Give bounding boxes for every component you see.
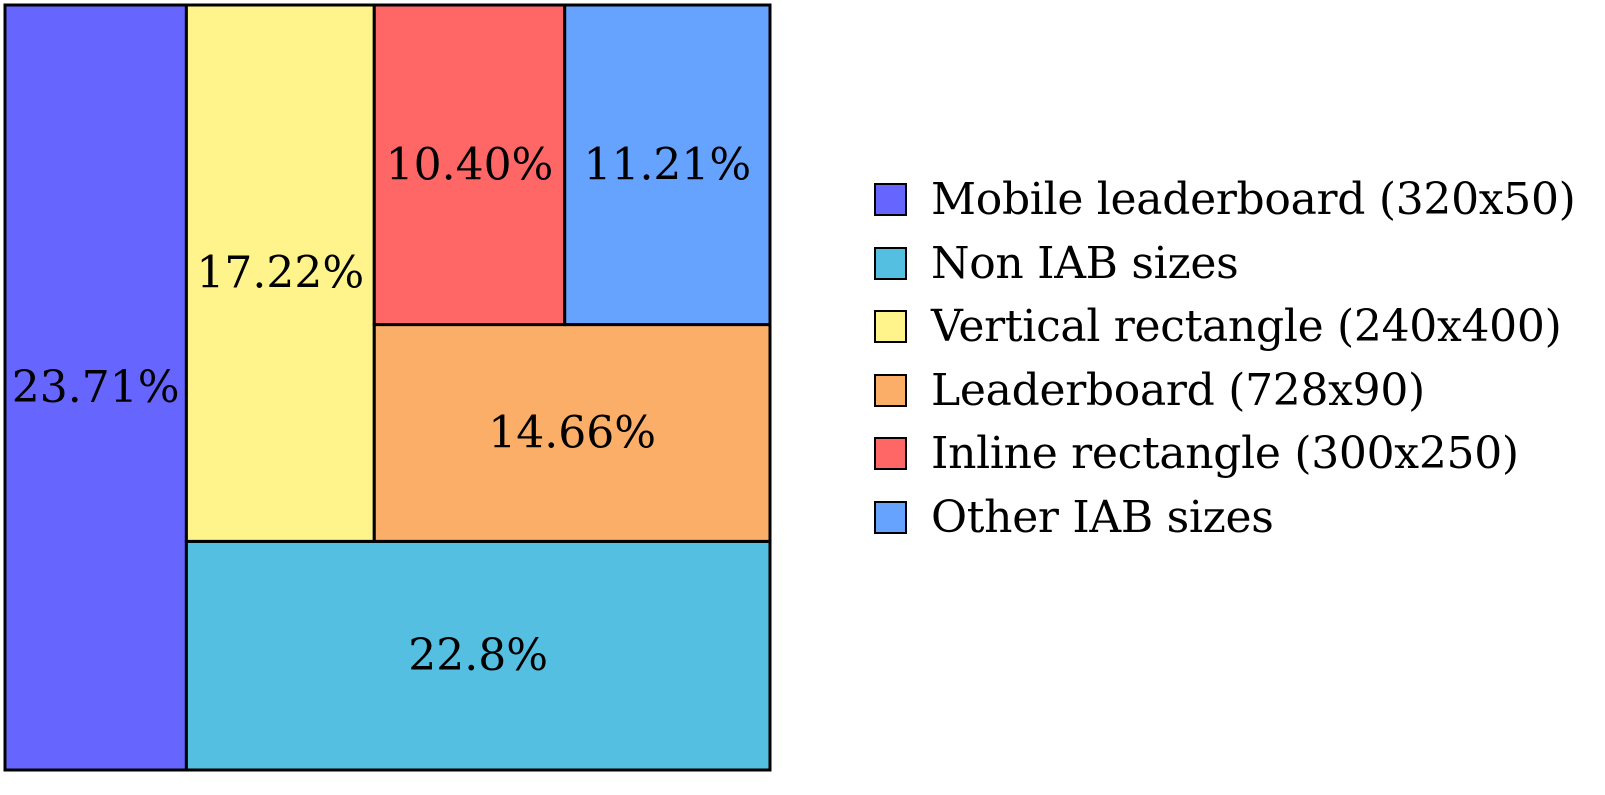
legend-swatch-3 <box>874 373 907 407</box>
legend-label-4: Inline rectangle (300x250) <box>931 428 1519 480</box>
treemap-cell-label-0: 23.71% <box>12 362 180 413</box>
treemap-cell-2 <box>184 3 376 543</box>
treemap-cell-0 <box>3 3 188 772</box>
legend-item-1: Non IAB sizes <box>874 232 1576 296</box>
treemap-cell-4 <box>372 3 567 327</box>
legend-item-5: Other IAB sizes <box>874 486 1576 550</box>
legend-label-3: Leaderboard (728x90) <box>931 364 1425 416</box>
legend-label-0: Mobile leaderboard (320x50) <box>931 174 1576 226</box>
legend-label-5: Other IAB sizes <box>931 491 1274 543</box>
legend-swatch-1 <box>874 246 907 280</box>
treemap-cell-3 <box>372 323 772 543</box>
legend-item-3: Leaderboard (728x90) <box>874 359 1576 423</box>
treemap-cell-label-5: 11.21% <box>583 139 751 190</box>
treemap-cell-label-4: 10.40% <box>386 139 554 190</box>
legend-item-4: Inline rectangle (300x250) <box>874 422 1576 486</box>
treemap-cell-label-1: 22.8% <box>408 630 548 681</box>
treemap-cell-label-3: 14.66% <box>488 407 656 458</box>
legend-swatch-0 <box>874 183 907 217</box>
legend-swatch-4 <box>874 437 907 471</box>
legend-item-2: Vertical rectangle (240x400) <box>874 295 1576 359</box>
treemap-cell-label-2: 17.22% <box>196 248 364 299</box>
legend-label-1: Non IAB sizes <box>931 237 1239 289</box>
treemap-chart: 23.71% 22.8% 17.22% 14.66% 10.40% 11.21% <box>3 3 772 772</box>
treemap-cell-5 <box>563 3 772 327</box>
legend: Mobile leaderboard (320x50) Non IAB sizes… <box>874 168 1576 549</box>
legend-label-2: Vertical rectangle (240x400) <box>931 301 1562 353</box>
treemap-cell-1 <box>184 539 772 772</box>
legend-swatch-2 <box>874 310 907 344</box>
legend-item-0: Mobile leaderboard (320x50) <box>874 168 1576 232</box>
legend-swatch-5 <box>874 500 907 534</box>
